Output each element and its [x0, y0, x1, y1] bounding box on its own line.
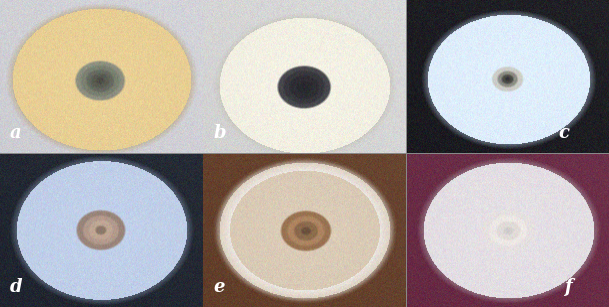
Text: c: c — [558, 124, 569, 142]
Text: a: a — [10, 124, 22, 142]
Text: b: b — [213, 124, 226, 142]
Text: f: f — [565, 278, 572, 296]
Text: e: e — [213, 278, 225, 296]
Text: d: d — [10, 278, 23, 296]
